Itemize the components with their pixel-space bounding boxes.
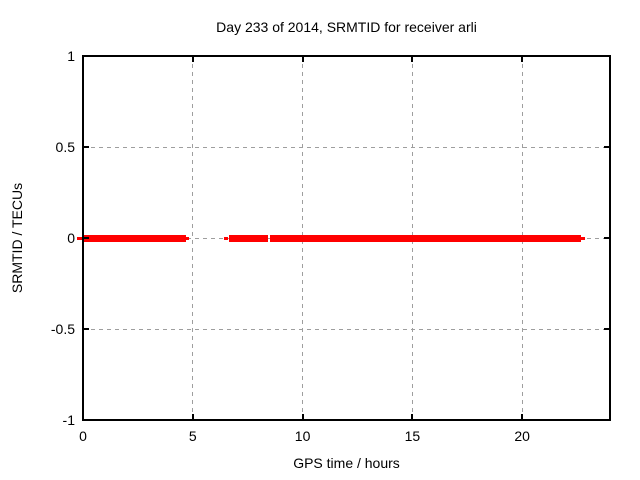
x-tick-label: 15 — [404, 428, 421, 444]
y-tick-label: -0.5 — [50, 321, 75, 337]
y-tick-label: 1 — [67, 48, 75, 64]
y-axis-label: SRMTID / TECUs — [9, 182, 25, 294]
y-tick-label: -1 — [62, 412, 75, 428]
x-tick-label: 20 — [514, 428, 530, 444]
x-tick-label: 0 — [79, 428, 87, 444]
x-axis-label: GPS time / hours — [293, 455, 400, 471]
plot-area — [82, 55, 611, 421]
x-tick-label: 5 — [188, 428, 197, 444]
x-tick-label: 10 — [294, 428, 311, 444]
chart-title: Day 233 of 2014, SRMTID for receiver arl… — [216, 19, 477, 35]
y-tick-label: 0.5 — [55, 139, 75, 155]
